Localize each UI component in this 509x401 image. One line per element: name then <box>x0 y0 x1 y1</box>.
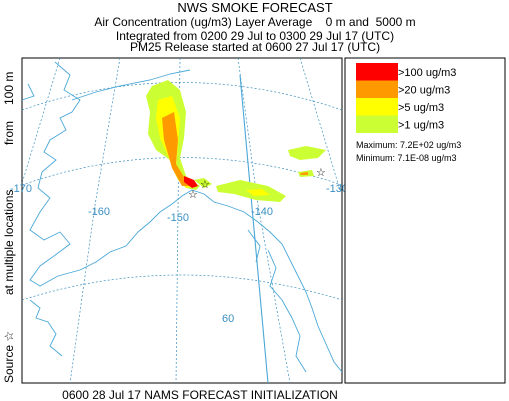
smoke-plume <box>288 146 326 160</box>
map-content: ☆ ☆ ☆ <box>22 58 342 383</box>
subtitle: PM25 Release started at 0600 27 Jul 17 (… <box>130 40 380 54</box>
legend-swatch <box>356 80 398 98</box>
smoke-plume <box>300 172 308 175</box>
border <box>239 74 269 383</box>
smoke-plume <box>184 176 198 188</box>
side-label-part: Source ☆ <box>2 331 16 383</box>
legend-label: >1 ug/m3 <box>398 120 444 132</box>
legend-swatch <box>356 98 398 116</box>
source-marker: ☆ <box>316 167 326 179</box>
subtitle: Air Concentration (ug/m3) Layer Average … <box>94 15 415 29</box>
source-marker: ☆ <box>188 189 198 201</box>
legend-label: >100 ug/m3 <box>398 67 456 79</box>
side-label: Source ☆ at multiple locations from 100 … <box>2 72 16 383</box>
legend-swatch <box>356 63 398 81</box>
side-label-part: at multiple locations <box>2 190 16 295</box>
subtitle: Integrated from 0200 29 Jul to 0300 29 J… <box>116 29 394 43</box>
side-label-part: 100 m <box>2 72 16 105</box>
legend-label: >5 ug/m3 <box>398 102 444 114</box>
legend: >100 ug/m3 >20 ug/m3 >5 ug/m3 >1 ug/m3 <box>356 63 456 133</box>
legend-label: >20 ug/m3 <box>398 85 450 97</box>
smoke-plume <box>162 112 190 186</box>
side-label-part: from <box>2 121 16 145</box>
map-frame <box>21 57 343 384</box>
grid-label: 60 <box>222 313 234 325</box>
grid-label: -130 <box>326 183 348 195</box>
grid-label: -150 <box>167 212 189 224</box>
legend-minimum: Minimum: 7.1E-08 ug/m3 <box>356 153 457 163</box>
title: NWS SMOKE FORECAST <box>177 0 332 15</box>
grid-label: -160 <box>88 206 110 218</box>
footer: 0600 28 Jul 17 NAMS FORECAST INITIALIZAT… <box>62 388 338 401</box>
source-marker: ☆ <box>200 179 210 191</box>
legend-swatch <box>356 115 398 133</box>
grid-label: -170 <box>10 183 32 195</box>
grid-label: -140 <box>251 206 273 218</box>
smoke-plume <box>246 189 270 196</box>
legend-maximum: Maximum: 7.2E+02 ug/m3 <box>356 140 461 150</box>
smoke-plume <box>194 178 212 188</box>
